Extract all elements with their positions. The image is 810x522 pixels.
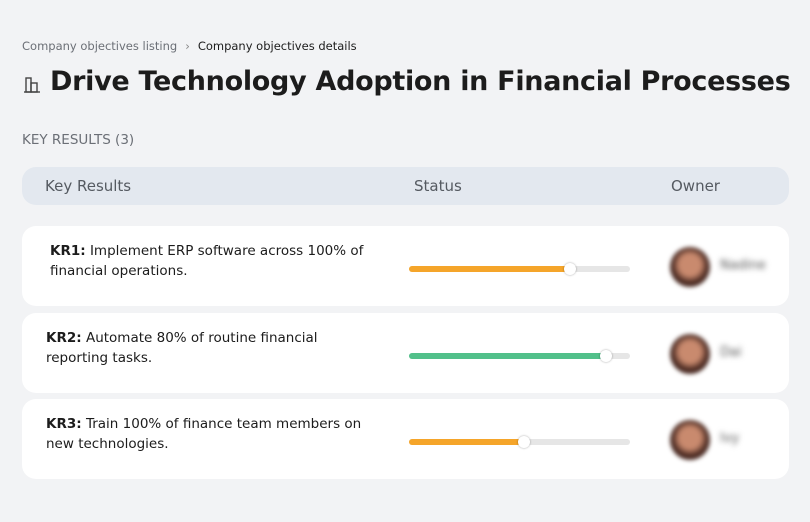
owner-avatar: [670, 334, 710, 374]
page-title: Drive Technology Adoption in Financial P…: [50, 66, 791, 97]
owner-name: Nadine: [720, 258, 766, 273]
key-result-text: KR1: Implement ERP software across 100% …: [50, 241, 370, 281]
progress-bar: [409, 353, 606, 359]
key-result-row[interactable]: KR2: Automate 80% of routine financial r…: [22, 313, 789, 393]
key-result-id: KR2:: [46, 330, 82, 346]
key-result-row[interactable]: KR3: Train 100% of finance team members …: [22, 399, 789, 479]
breadcrumb-current: Company objectives details: [197, 39, 357, 53]
key-result-id: KR3:: [46, 416, 82, 432]
progress-bar: [409, 439, 524, 445]
breadcrumb-link[interactable]: Company objectives listing: [22, 39, 178, 53]
owner-name: Dai: [720, 345, 742, 360]
progress-track: [409, 350, 630, 362]
key-result-description: Implement ERP software across 100% of fi…: [50, 243, 364, 279]
progress-track: [409, 436, 630, 448]
breadcrumb: Company objectives listing › Company objec…: [22, 39, 357, 53]
progress-handle[interactable]: [517, 436, 530, 448]
key-result-description: Train 100% of finance team members on ne…: [46, 416, 362, 452]
key-result-id: KR1:: [50, 243, 86, 259]
key-result-row[interactable]: KR1: Implement ERP software across 100% …: [22, 226, 789, 306]
key-result-description: Automate 80% of routine financial report…: [46, 330, 318, 366]
key-result-text: KR3: Train 100% of finance team members …: [46, 414, 366, 454]
owner-avatar: [670, 420, 710, 460]
table-header: Key Results Status Owner: [22, 167, 789, 205]
key-result-text: KR2: Automate 80% of routine financial r…: [46, 328, 366, 368]
column-header: Key Results: [45, 177, 132, 195]
objective-icon: [24, 77, 40, 93]
section-title: KEY RESULTS (3): [22, 132, 135, 148]
owner-name: Ivy: [720, 431, 740, 446]
progress-bar: [409, 266, 571, 272]
owner-avatar: [670, 247, 710, 287]
progress-track: [409, 263, 630, 275]
progress-handle[interactable]: [564, 263, 577, 275]
column-header: Status: [414, 177, 462, 195]
progress-handle[interactable]: [599, 350, 612, 362]
column-header: Owner: [671, 177, 720, 195]
